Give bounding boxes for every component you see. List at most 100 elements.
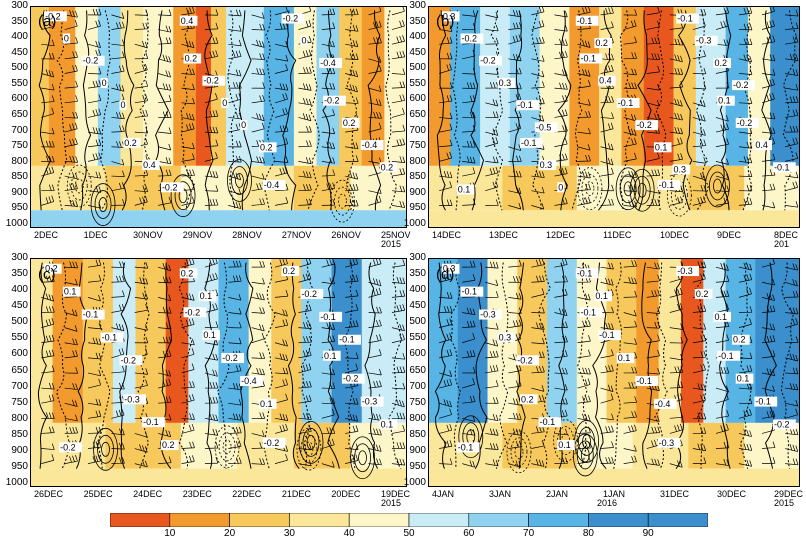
shading-band — [195, 6, 212, 166]
contour-loop — [222, 439, 232, 455]
shading-band — [48, 6, 76, 166]
wind-barb — [111, 39, 125, 46]
shading-band — [293, 6, 318, 166]
wind-barb — [181, 68, 195, 76]
contour-label: 0.3 — [443, 264, 456, 274]
wind-barb — [134, 40, 148, 49]
contour-label-bg — [772, 162, 796, 173]
x-tick-label: 2JAN — [546, 489, 569, 499]
wind-barb — [554, 397, 568, 405]
wind-barb — [738, 352, 753, 359]
shading-band — [688, 165, 745, 211]
wind-barb — [391, 290, 406, 298]
wind-barb — [88, 410, 102, 419]
contour-label: -0.1 — [461, 287, 477, 297]
contour-label: -0.1 — [599, 330, 615, 340]
shading-band — [361, 258, 407, 423]
wind-barb — [761, 92, 775, 104]
x-tick-label: 11DEC — [603, 230, 632, 240]
wind-barb — [623, 9, 638, 16]
wind-barb — [554, 350, 568, 359]
wind-barb — [715, 81, 730, 89]
wind-barb — [87, 108, 102, 118]
x-tick-label: 30NOV — [133, 230, 163, 240]
wind-barb — [669, 323, 683, 330]
contour-label: -0.2 — [283, 14, 299, 24]
wind-barb — [623, 170, 637, 179]
wind-barb — [692, 82, 707, 90]
contour-loop — [623, 181, 633, 197]
shading-band — [703, 258, 727, 423]
wind-barb — [508, 364, 522, 374]
colorbar-tick-label: 10 — [164, 528, 176, 539]
contour-label: 0.1 — [324, 351, 337, 361]
wind-barb — [64, 325, 78, 332]
wind-barb — [345, 303, 359, 313]
contour-label-bg — [183, 307, 207, 318]
wind-barb — [298, 198, 312, 206]
wind-barb — [88, 8, 102, 16]
wind-barb — [298, 395, 312, 404]
wind-barb — [298, 126, 312, 133]
wind-barb — [623, 424, 637, 434]
contour-label: -0.3 — [677, 266, 693, 276]
contour-label-bg — [672, 164, 691, 175]
wind-barb — [41, 349, 55, 359]
wind-barb — [462, 49, 476, 60]
wind-barb — [785, 181, 799, 192]
x-tick-label: 12DEC — [546, 230, 576, 240]
wind-barb — [715, 290, 730, 298]
wind-barb — [600, 53, 614, 61]
wind-barb — [345, 69, 359, 78]
colorbar-swatch — [468, 513, 529, 527]
wind-barb — [64, 278, 78, 286]
wind-barb — [274, 258, 288, 268]
contour-label-bg — [534, 122, 558, 133]
wind-barb — [391, 323, 405, 332]
wind-barb — [669, 366, 684, 374]
contour-label-bg — [341, 373, 365, 384]
contour-loop — [338, 193, 347, 209]
wind-barb — [274, 309, 288, 317]
wind-barb — [391, 19, 405, 30]
wind-barb — [41, 275, 55, 283]
wind-barb — [298, 97, 312, 106]
wind-barb — [251, 53, 265, 60]
contour-label: -0.1 — [677, 14, 693, 24]
wind-barb — [485, 442, 499, 450]
wind-barb — [577, 426, 591, 434]
wind-barb — [692, 272, 706, 283]
wind-barb — [64, 51, 78, 60]
x-tick-label: 19DEC — [381, 489, 411, 499]
contour-label-bg — [575, 15, 599, 26]
wind-barb — [762, 127, 776, 134]
x-year-label: 2015 — [381, 498, 402, 508]
wind-barb — [274, 83, 289, 91]
wind-barb — [692, 443, 706, 452]
wind-barb — [64, 182, 78, 192]
contour-line — [613, 262, 622, 469]
wind-barb — [600, 112, 614, 119]
wind-barb — [554, 367, 568, 375]
contour-label-bg — [262, 437, 286, 448]
wind-barb — [251, 94, 265, 104]
wind-barb — [275, 367, 289, 375]
wind-barb — [274, 107, 288, 118]
contour-label: 0.1 — [714, 312, 727, 322]
contour-label: -0.1 — [718, 351, 734, 361]
wind-barb — [204, 353, 219, 361]
contour-loop — [510, 437, 528, 467]
contour-line — [121, 10, 135, 211]
wind-barb — [439, 399, 452, 408]
wind-barb — [181, 40, 195, 49]
contour-label: 0.2 — [381, 162, 394, 172]
wind-barb — [785, 318, 798, 328]
wind-barb — [508, 170, 522, 178]
wind-barb — [391, 200, 406, 208]
wind-barb — [41, 334, 55, 344]
y-tick-label: 800 — [409, 412, 426, 424]
wind-barb — [554, 50, 568, 60]
wind-barb — [251, 122, 265, 133]
y-tick-label: 850 — [409, 171, 426, 183]
wind-barb — [41, 412, 55, 419]
